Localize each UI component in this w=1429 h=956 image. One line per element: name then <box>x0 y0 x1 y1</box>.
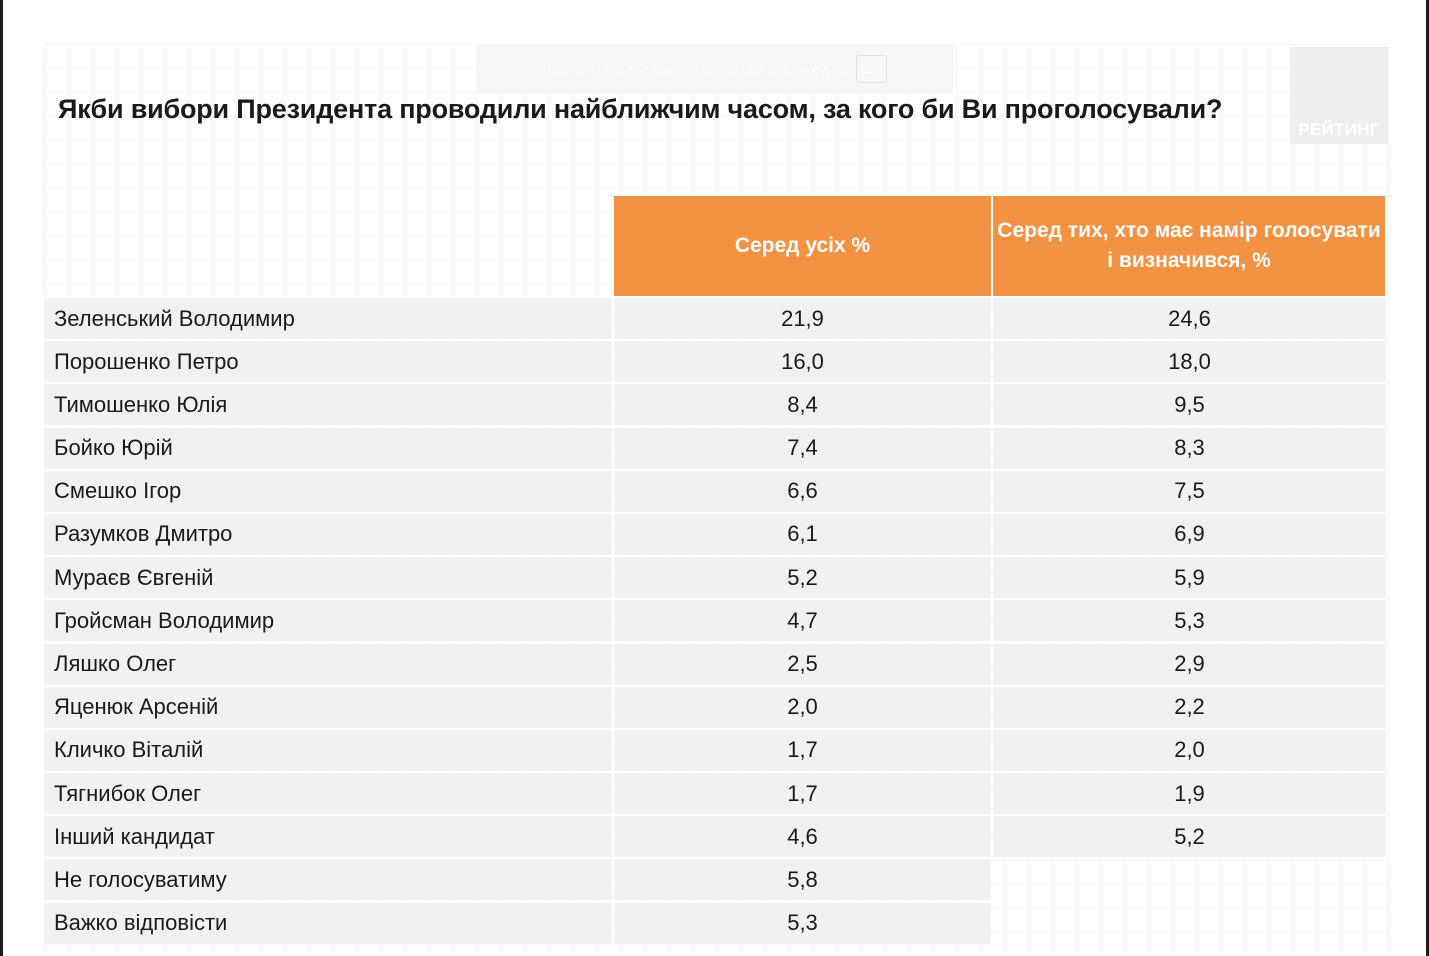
value-all: 6,1 <box>614 513 991 555</box>
candidate-name: Мураєв Євгеній <box>44 557 612 599</box>
table-body: Зеленський Володимир 21,9 24,6 Порошенко Пе… <box>44 298 1386 946</box>
table-row: Зеленський Володимир 21,9 24,6 <box>44 298 1386 341</box>
value-decided: 2,2 <box>993 686 1386 728</box>
table-row: Важко відповісти 5,3 <box>44 902 1386 946</box>
screen-frame-left <box>0 0 3 956</box>
value-all: 1,7 <box>614 729 991 771</box>
table-row: Гройсман Володимир 4,7 5,3 <box>44 600 1386 643</box>
fullscreen-exit-notice: Чтобы выйти из полноэкранного режима, на… <box>477 44 953 94</box>
candidate-name: Зеленський Володимир <box>44 298 612 339</box>
candidate-name: Тягнибок Олег <box>44 773 612 815</box>
candidate-name: Разумков Дмитро <box>44 513 612 555</box>
table-row: Ляшко Олег 2,5 2,9 <box>44 643 1386 687</box>
value-decided: 6,9 <box>993 513 1386 555</box>
value-decided: 5,2 <box>993 816 1386 858</box>
value-all: 5,2 <box>614 557 991 599</box>
value-all: 2,5 <box>614 643 991 685</box>
column-header-decided-label: Серед тих, хто має намір голосувати і ви… <box>997 219 1381 272</box>
value-decided <box>993 859 1386 900</box>
fullscreen-notice-text: Чтобы выйти из полноэкранного режима, на… <box>542 61 848 77</box>
value-decided <box>993 903 1386 944</box>
candidate-name: Бойко Юрій <box>44 427 612 469</box>
table-row: Смешко Ігор 6,6 7,5 <box>44 470 1386 514</box>
column-header-all: Серед усіх % <box>614 196 991 296</box>
table-row: Яценюк Арсеній 2,0 2,2 <box>44 686 1386 730</box>
table-row: Тимошенко Юлія 8,4 9,5 <box>44 384 1386 427</box>
value-all: 1,7 <box>614 773 991 815</box>
esc-key-hint[interactable]: Esc <box>855 55 888 83</box>
table-row: Не голосуватиму 5,8 <box>44 859 1386 902</box>
candidate-name: Порошенко Петро <box>44 341 612 383</box>
candidate-name: Яценюк Арсеній <box>44 686 612 728</box>
column-header-decided: Серед тих, хто має намір голосувати і ви… <box>993 196 1385 296</box>
table-row: Тягнибок Олег 1,7 1,9 <box>44 773 1386 816</box>
value-decided: 2,0 <box>993 729 1386 771</box>
value-decided: 1,9 <box>993 773 1386 815</box>
candidate-name: Кличко Віталій <box>44 729 612 771</box>
value-decided: 7,5 <box>993 470 1386 512</box>
screen-frame-right <box>1426 0 1429 956</box>
candidate-name: Ляшко Олег <box>44 643 612 685</box>
candidate-name: Смешко Ігор <box>44 470 612 512</box>
brand-logo-text: РЕЙТИНГ <box>1298 120 1380 139</box>
value-decided: 2,9 <box>993 643 1386 685</box>
value-all: 8,4 <box>614 384 991 426</box>
value-decided: 9,5 <box>993 384 1386 426</box>
candidate-name: Тимошенко Юлія <box>44 384 612 426</box>
value-decided: 5,3 <box>993 600 1386 642</box>
value-decided: 8,3 <box>993 427 1386 469</box>
value-decided: 5,9 <box>993 557 1386 599</box>
table-row: Інший кандидат 4,6 5,2 <box>44 816 1386 859</box>
table-row: Мураєв Євгеній 5,2 5,9 <box>44 557 1386 600</box>
brand-logo: РЕЙТИНГ <box>1290 47 1388 144</box>
value-all: 21,9 <box>614 298 991 339</box>
value-decided: 18,0 <box>993 341 1386 383</box>
chart-title: Якби вибори Президента проводили найближ… <box>58 94 1223 124</box>
table-row: Разумков Дмитро 6,1 6,9 <box>44 513 1386 557</box>
table-row: Бойко Юрій 7,4 8,3 <box>44 427 1386 471</box>
value-all: 4,6 <box>614 816 991 858</box>
candidate-name: Гройсман Володимир <box>44 600 612 642</box>
candidate-name: Важко відповісти <box>44 902 612 944</box>
value-all: 5,3 <box>614 902 991 944</box>
candidate-name: Інший кандидат <box>44 816 612 858</box>
value-all: 7,4 <box>614 427 991 469</box>
value-all: 6,6 <box>614 470 991 512</box>
value-decided: 24,6 <box>993 298 1386 339</box>
value-all: 4,7 <box>614 600 991 642</box>
table-row: Кличко Віталій 1,7 2,0 <box>44 729 1386 773</box>
value-all: 2,0 <box>614 686 991 728</box>
value-all: 5,8 <box>614 859 991 901</box>
value-all: 16,0 <box>614 341 991 383</box>
candidate-name: Не голосуватиму <box>44 859 612 901</box>
table-row: Порошенко Петро 16,0 18,0 <box>44 341 1386 384</box>
